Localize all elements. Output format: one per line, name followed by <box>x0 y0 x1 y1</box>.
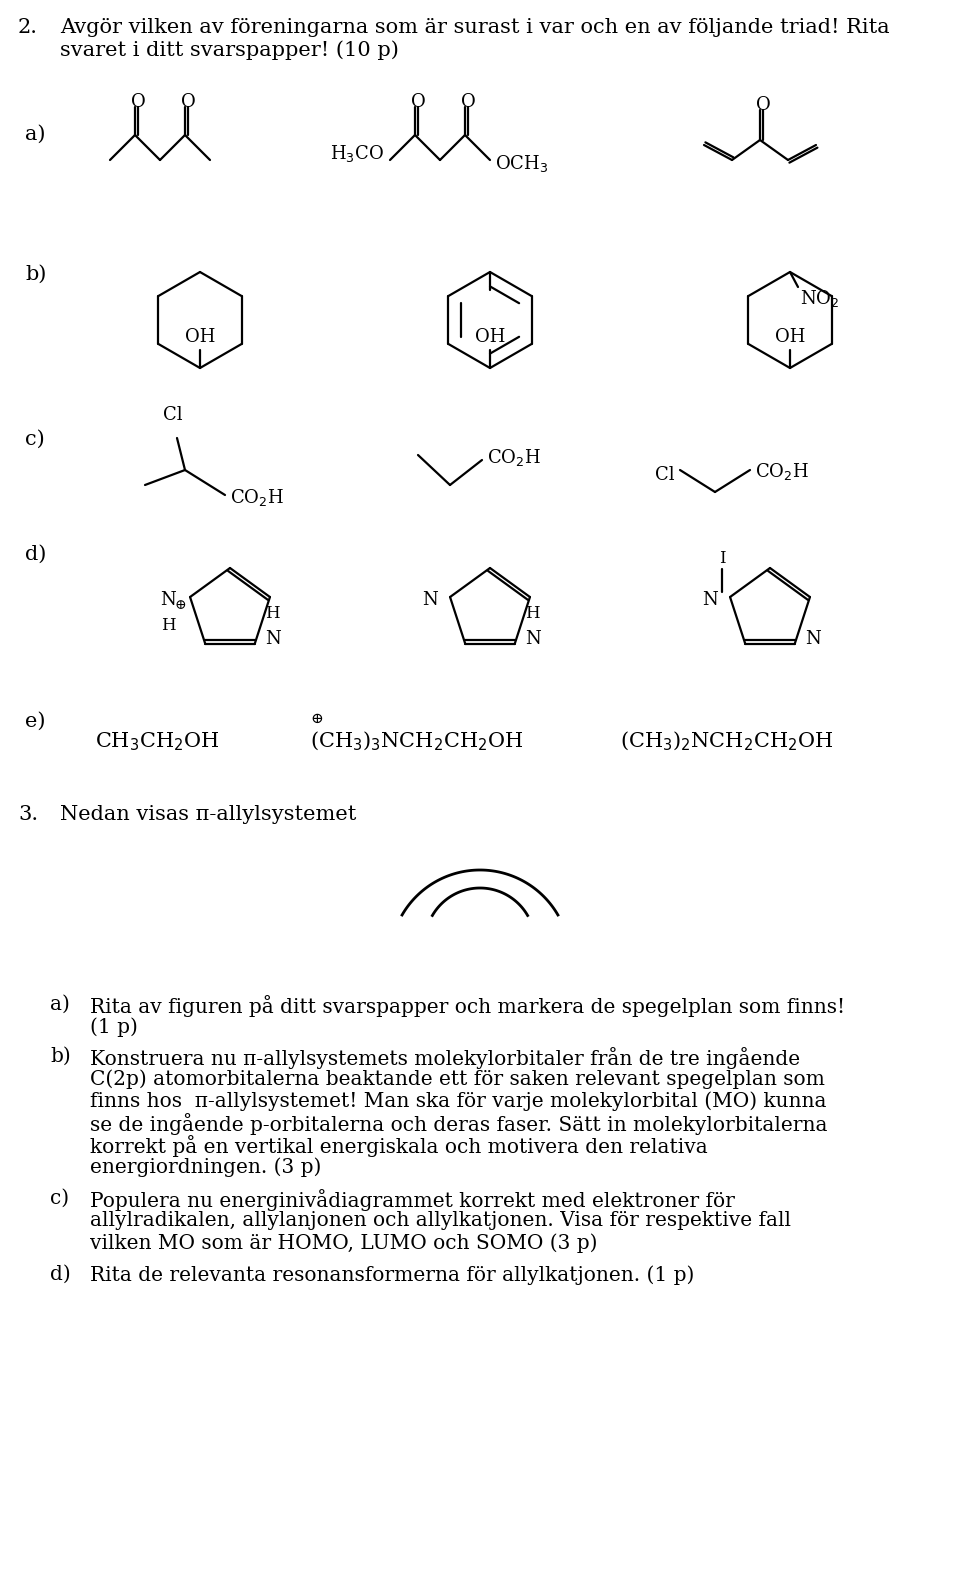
Text: Cl: Cl <box>163 406 182 424</box>
Text: OH: OH <box>185 328 215 347</box>
Text: N: N <box>525 631 540 648</box>
Text: b): b) <box>25 265 46 284</box>
Text: OCH$_3$: OCH$_3$ <box>495 152 548 174</box>
Text: O: O <box>461 93 475 111</box>
Text: vilken MO som är HOMO, LUMO och SOMO (3 p): vilken MO som är HOMO, LUMO och SOMO (3 … <box>90 1233 597 1252</box>
Text: Populera nu energinivådiagrammet korrekt med elektroner för: Populera nu energinivådiagrammet korrekt… <box>90 1189 734 1211</box>
Text: NO$_2$: NO$_2$ <box>800 289 839 309</box>
Text: (CH$_3$)$_2$NCH$_2$CH$_2$OH: (CH$_3$)$_2$NCH$_2$CH$_2$OH <box>620 730 833 753</box>
Text: d): d) <box>25 544 46 563</box>
Text: e): e) <box>25 712 45 731</box>
Text: C(2p) atomorbitalerna beaktande ett för saken relevant spegelplan som: C(2p) atomorbitalerna beaktande ett för … <box>90 1068 825 1089</box>
Text: ⊕: ⊕ <box>175 598 186 612</box>
Text: H: H <box>265 606 280 621</box>
Text: CH$_3$CH$_2$OH: CH$_3$CH$_2$OH <box>95 730 220 753</box>
Text: H$_3$CO: H$_3$CO <box>330 143 384 163</box>
Text: c): c) <box>50 1189 69 1208</box>
Text: O: O <box>756 96 770 115</box>
Text: Nedan visas π-allylsystemet: Nedan visas π-allylsystemet <box>60 805 356 824</box>
Text: (1 p): (1 p) <box>90 1017 138 1037</box>
Text: H: H <box>525 606 540 621</box>
Text: c): c) <box>25 430 45 449</box>
Text: b): b) <box>50 1047 71 1065</box>
Text: O: O <box>131 93 145 111</box>
Text: a): a) <box>50 995 70 1014</box>
Text: Rita de relevanta resonansformerna för allylkatjonen. (1 p): Rita de relevanta resonansformerna för a… <box>90 1265 694 1285</box>
Text: Avgör vilken av föreningarna som är surast i var och en av följande triad! Rita: Avgör vilken av föreningarna som är sura… <box>60 17 890 38</box>
Text: CO$_2$H: CO$_2$H <box>487 447 540 469</box>
Text: 2.: 2. <box>18 17 38 38</box>
Text: allylradikalen, allylanjonen och allylkatjonen. Visa för respektive fall: allylradikalen, allylanjonen och allylka… <box>90 1211 791 1230</box>
Text: CO$_2$H: CO$_2$H <box>755 461 809 483</box>
Text: CO$_2$H: CO$_2$H <box>230 488 284 508</box>
Text: 3.: 3. <box>18 805 38 824</box>
Text: se de ingående p-orbitalerna och deras faser. Sätt in molekylorbitalerna: se de ingående p-orbitalerna och deras f… <box>90 1112 828 1134</box>
Text: O: O <box>411 93 425 111</box>
Text: N: N <box>422 592 438 609</box>
Text: N: N <box>160 592 176 609</box>
Text: energiordningen. (3 p): energiordningen. (3 p) <box>90 1156 322 1177</box>
Text: a): a) <box>25 126 45 144</box>
Text: OH: OH <box>775 328 805 347</box>
Text: svaret i ditt svarspapper! (10 p): svaret i ditt svarspapper! (10 p) <box>60 39 398 60</box>
Text: (CH$_3$)$_3$NCH$_2$CH$_2$OH: (CH$_3$)$_3$NCH$_2$CH$_2$OH <box>310 730 523 753</box>
Text: d): d) <box>50 1265 71 1283</box>
Text: H: H <box>160 617 176 634</box>
Text: O: O <box>180 93 196 111</box>
Text: Rita av figuren på ditt svarspapper och markera de spegelplan som finns!: Rita av figuren på ditt svarspapper och … <box>90 995 845 1017</box>
Text: ⊕: ⊕ <box>310 712 323 726</box>
Text: N: N <box>265 631 280 648</box>
Text: finns hos  π-allylsystemet! Man ska för varje molekylorbital (MO) kunna: finns hos π-allylsystemet! Man ska för v… <box>90 1090 827 1111</box>
Text: Cl: Cl <box>656 466 675 483</box>
Text: N: N <box>702 592 718 609</box>
Text: korrekt på en vertikal energiskala och motivera den relativa: korrekt på en vertikal energiskala och m… <box>90 1134 708 1156</box>
Text: I: I <box>719 551 726 566</box>
Text: Konstruera nu π-allylsystemets molekylorbitaler från de tre ingående: Konstruera nu π-allylsystemets molekylor… <box>90 1047 800 1068</box>
Text: OH: OH <box>475 328 505 347</box>
Text: N: N <box>804 631 821 648</box>
